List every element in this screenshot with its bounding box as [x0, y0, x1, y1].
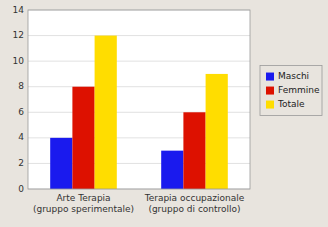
- x-axis: Arte Terapia(gruppo sperimentale) Terapia…: [33, 193, 245, 214]
- y-tick-label: 12: [13, 30, 24, 40]
- y-tick-label: 6: [18, 107, 24, 117]
- legend-label: Femmine: [278, 85, 320, 95]
- bar: [206, 74, 228, 189]
- y-tick-label: 10: [13, 56, 25, 66]
- legend-swatch: [266, 73, 274, 81]
- background: [0, 0, 328, 227]
- y-tick-label: 0: [18, 184, 24, 194]
- bars: [50, 36, 228, 189]
- bar: [95, 36, 117, 189]
- plot-frame: [28, 10, 250, 189]
- y-tick-label: 2: [18, 158, 24, 168]
- bar: [161, 151, 183, 189]
- legend: Maschi Femmine Totale: [260, 66, 322, 116]
- bar: [72, 87, 94, 189]
- legend-swatch: [266, 87, 274, 95]
- x-tick-label: Terapia occupazionale(gruppo di controll…: [144, 193, 245, 214]
- grid-line: [28, 61, 250, 62]
- y-tick-label: 14: [13, 5, 25, 15]
- y-tick-label: 8: [18, 81, 24, 91]
- y-axis: 0 2 4 6 8 10 12 14: [13, 5, 250, 194]
- legend-label: Totale: [277, 99, 305, 109]
- bar: [183, 112, 205, 189]
- y-tick-label: 4: [18, 132, 24, 142]
- legend-label: Maschi: [278, 71, 309, 81]
- chart-svg: 0 2 4 6 8 10 12 14 Arte Terapia(gruppo speriment…: [0, 0, 328, 227]
- grid-line: [28, 35, 250, 36]
- chart-container: 0 2 4 6 8 10 12 14 Arte Terapia(gruppo speriment…: [0, 0, 328, 227]
- plot-area: [28, 10, 250, 189]
- legend-frame: [260, 66, 322, 116]
- legend-swatch: [266, 101, 274, 109]
- bar: [50, 138, 72, 189]
- x-tick-label: Arte Terapia(gruppo sperimentale): [33, 193, 134, 214]
